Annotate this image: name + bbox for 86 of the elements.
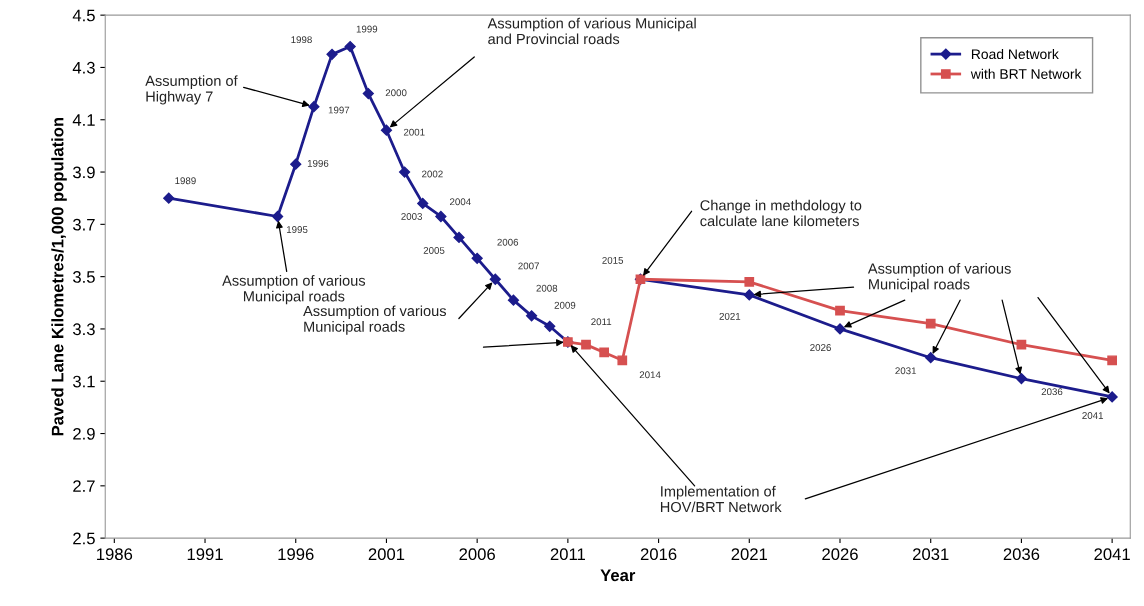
annotation: 2036 (1041, 388, 1063, 396)
annotation: 1989 (175, 177, 196, 185)
annotation: 2031 (895, 367, 917, 375)
annotation: Assumption of various Municipal roads (303, 305, 447, 335)
annotation: 2011 (591, 318, 612, 326)
point (326, 48, 338, 60)
x-tick-label: 2036 (1003, 548, 1040, 561)
point (525, 310, 538, 322)
point (453, 231, 465, 244)
y-tick-label: 4.5 (72, 9, 95, 22)
point (599, 347, 610, 358)
annotation: 1997 (328, 106, 350, 114)
annotation: 1996 (307, 159, 329, 167)
point (163, 192, 175, 204)
y-tick-label: 3.1 (72, 375, 95, 388)
point (744, 277, 755, 287)
annotation: 2003 (401, 213, 423, 220)
annotation: 2000 (385, 89, 407, 97)
annotation: Assumption of various Municipal and Provincial roads (487, 17, 696, 45)
annotation: 2002 (422, 170, 443, 178)
y-tick-label: 3.3 (72, 323, 95, 336)
x-tick-label: 2021 (731, 548, 768, 561)
y-tick-label: 4.3 (72, 61, 95, 74)
point (344, 40, 356, 53)
annotation: Assumption of Highway 7 (145, 75, 238, 105)
annotation: 2004 (450, 198, 471, 206)
point (544, 320, 556, 332)
point (617, 355, 628, 366)
annotation: Change in methdology to calculate lane kilometers (700, 199, 862, 227)
point (308, 101, 320, 113)
y-tick-label: 4.1 (72, 114, 95, 126)
point (581, 339, 591, 350)
point (380, 124, 393, 136)
x-tick-label: 2026 (822, 548, 858, 561)
annotation: 1995 (286, 226, 308, 233)
annotation: Implementation of HOV/BRT Network (660, 485, 782, 513)
legend-label: Road Network (971, 48, 1059, 60)
y-tick-label: 2.5 (73, 532, 95, 545)
point (362, 87, 374, 100)
point (489, 273, 501, 285)
annotation: 1999 (356, 25, 378, 33)
x-tick-label: 1986 (97, 548, 133, 561)
annotation: 2014 (639, 371, 661, 379)
x-tick-label: 1991 (187, 548, 223, 561)
annotation: 1998 (291, 36, 312, 44)
annotation: 2005 (423, 247, 445, 254)
point (507, 294, 520, 306)
x-tick-label: 2031 (913, 548, 949, 561)
point (925, 352, 937, 364)
y-axis-title: Paved Lane Kilometres/1,000 population (51, 117, 67, 436)
annotation: 2001 (403, 128, 425, 136)
point (925, 318, 936, 329)
annotation: Assumption of various Municipal roads (222, 275, 366, 305)
annotation: 2041 (1082, 412, 1104, 419)
point (435, 210, 447, 223)
y-tick-label: 3.5 (72, 271, 95, 283)
x-tick-label: 2011 (550, 548, 585, 561)
x-tick-label: 2001 (368, 548, 405, 561)
y-tick-label: 2.7 (73, 480, 95, 492)
point (290, 158, 302, 170)
y-tick-label: 3.7 (72, 218, 95, 231)
x-tick-label: 2016 (640, 548, 677, 561)
annotation: 2007 (518, 262, 539, 270)
x-tick-label: 1996 (278, 548, 314, 561)
legend-label: with BRT Network (970, 68, 1082, 79)
annotation: 2021 (719, 312, 741, 320)
point (417, 197, 429, 210)
annotation: 2009 (554, 301, 576, 309)
point (743, 289, 755, 301)
x-tick-label: 2041 (1094, 548, 1130, 561)
annotation: 2006 (497, 238, 519, 246)
annotation: Assumption of various Municipal roads (867, 263, 1011, 293)
point (471, 252, 483, 264)
y-tick-label: 2.9 (73, 427, 95, 440)
annotation: 2008 (536, 284, 558, 292)
point (1107, 355, 1117, 366)
point (1015, 373, 1028, 385)
annotation: 2026 (810, 344, 831, 351)
x-tick-label: 2006 (459, 548, 495, 561)
x-axis-title: Year (600, 569, 636, 582)
point (835, 305, 845, 316)
y-tick-label: 3.9 (72, 166, 95, 179)
point (398, 166, 411, 178)
point (1106, 391, 1118, 403)
annotation: 2015 (602, 256, 624, 264)
point (271, 210, 284, 223)
